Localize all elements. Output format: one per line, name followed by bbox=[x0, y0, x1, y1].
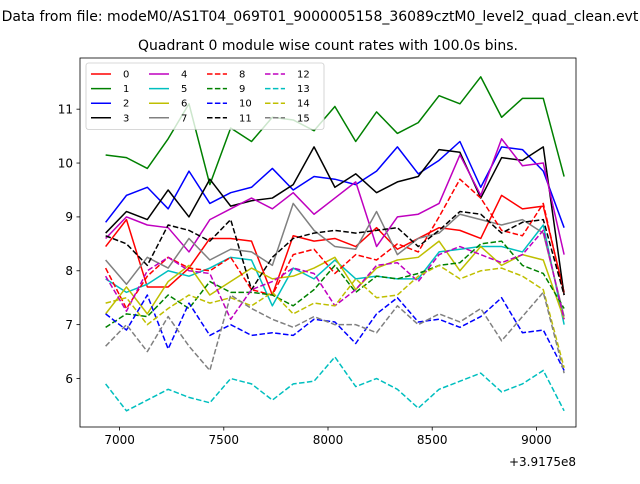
legend-label-2: 2 bbox=[123, 99, 129, 110]
series-line-15 bbox=[105, 291, 565, 374]
series-line-13 bbox=[105, 356, 565, 412]
legend-label-14: 14 bbox=[297, 99, 310, 110]
legend-label-8: 8 bbox=[239, 70, 245, 81]
series-line-3 bbox=[105, 146, 565, 296]
x-tick-label: 8500 bbox=[417, 433, 448, 447]
x-tick-label: 8000 bbox=[313, 433, 344, 447]
series-line-8 bbox=[104, 178, 565, 310]
legend-label-10: 10 bbox=[239, 99, 252, 110]
y-tick-label: 9 bbox=[65, 210, 73, 224]
chart-title: Quadrant 0 module wise count rates with … bbox=[138, 38, 518, 54]
legend-label-11: 11 bbox=[239, 113, 252, 124]
legend-box bbox=[85, 62, 325, 130]
legend-label-7: 7 bbox=[181, 113, 187, 124]
legend-label-15: 15 bbox=[297, 113, 310, 124]
series-line-5 bbox=[105, 224, 565, 325]
y-tick-label: 10 bbox=[58, 156, 73, 170]
series-line-9 bbox=[105, 240, 565, 328]
series-line-6 bbox=[105, 240, 565, 320]
y-tick-label: 7 bbox=[65, 318, 73, 332]
legend-label-9: 9 bbox=[239, 84, 245, 95]
series-line-4 bbox=[105, 138, 565, 255]
legend-label-4: 4 bbox=[181, 70, 187, 81]
legend-label-0: 0 bbox=[123, 70, 129, 81]
legend-label-1: 1 bbox=[123, 84, 129, 95]
y-tick-label: 11 bbox=[58, 102, 73, 116]
legend-label-12: 12 bbox=[297, 70, 310, 81]
series-line-11 bbox=[105, 210, 565, 296]
series-line-10 bbox=[105, 294, 565, 371]
figure-suptitle: Data from file: modeM0/AS1T04_069T01_900… bbox=[2, 9, 639, 25]
legend-label-5: 5 bbox=[181, 84, 187, 95]
legend-label-6: 6 bbox=[181, 99, 187, 110]
series-line-14 bbox=[105, 264, 565, 368]
plot-area: 7000 7500 8000 8500 900067891011012345678910… bbox=[58, 57, 577, 447]
x-tick-label: 7000 bbox=[104, 433, 135, 447]
legend-label-3: 3 bbox=[123, 113, 129, 124]
series-line-2 bbox=[105, 140, 565, 228]
y-tick-label: 8 bbox=[65, 264, 73, 278]
legend-label-13: 13 bbox=[297, 84, 310, 95]
x-tick-label: 9000 bbox=[521, 433, 552, 447]
x-offset-label: +3.9175e8 bbox=[509, 455, 576, 469]
x-tick-label: 7500 bbox=[209, 433, 240, 447]
y-tick-label: 6 bbox=[65, 372, 73, 386]
